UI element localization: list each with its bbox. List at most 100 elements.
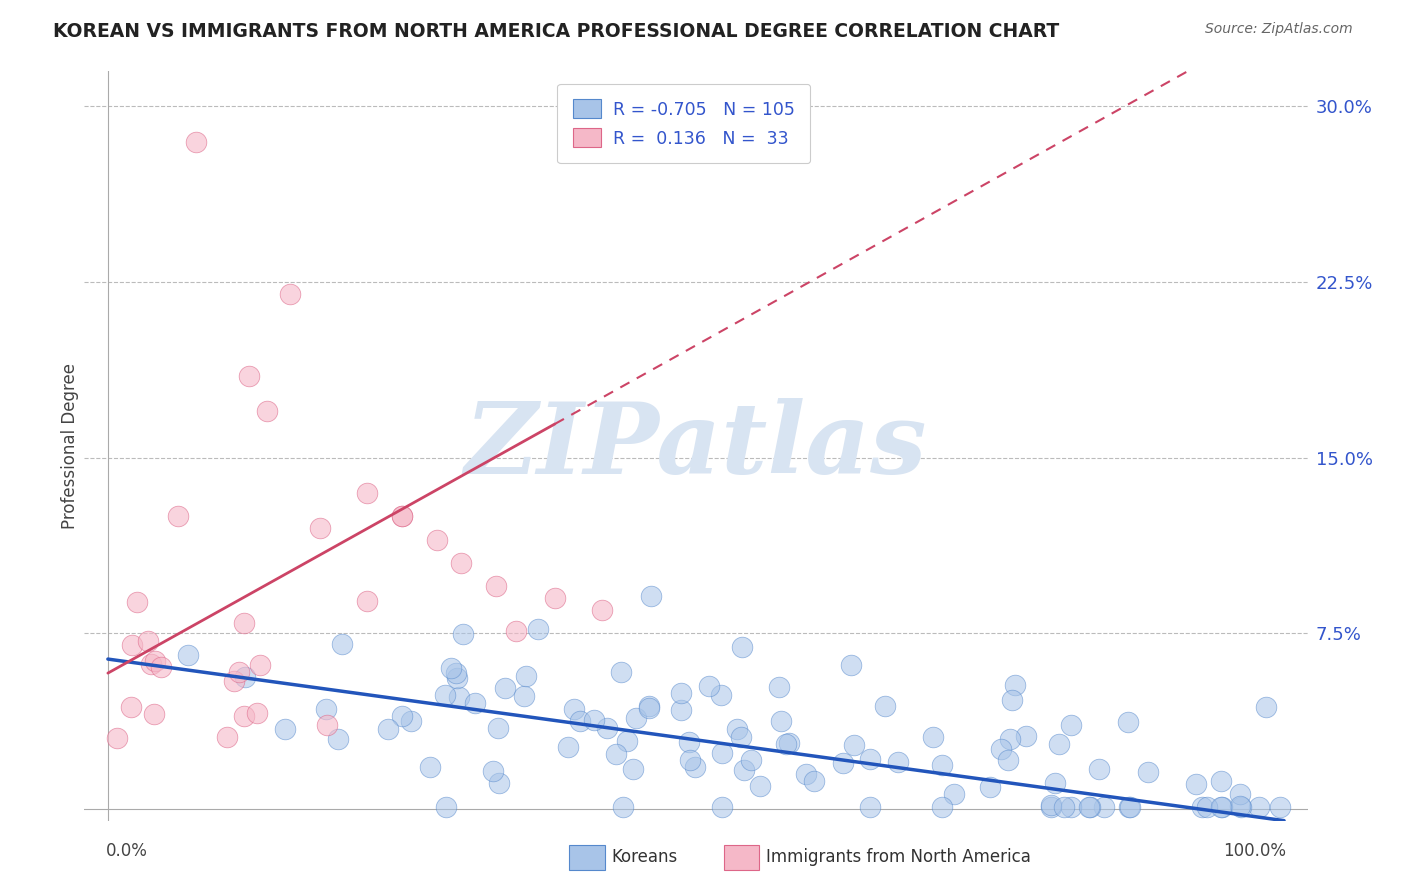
Point [621, 762, 644, 776]
Point [1039, 799, 1062, 814]
Point [450, 556, 472, 570]
Point [733, 764, 755, 778]
Point [1047, 737, 1070, 751]
Point [401, 714, 423, 728]
Point [418, 760, 440, 774]
Point [464, 696, 486, 710]
Point [249, 658, 271, 673]
Point [1209, 799, 1232, 814]
Point [1053, 799, 1076, 814]
Point [505, 624, 527, 638]
Point [557, 739, 579, 754]
Point [922, 731, 945, 745]
Point [803, 774, 825, 789]
Point [1092, 799, 1115, 814]
Point [222, 674, 245, 689]
Point [582, 713, 605, 727]
Point [624, 711, 647, 725]
Point [233, 616, 256, 631]
Point [640, 590, 662, 604]
Point [142, 706, 165, 721]
Text: KOREAN VS IMMIGRANTS FROM NORTH AMERICA PROFESSIONAL DEGREE CORRELATION CHART: KOREAN VS IMMIGRANTS FROM NORTH AMERICA … [53, 22, 1060, 41]
Point [595, 721, 617, 735]
Point [105, 731, 128, 746]
Point [356, 594, 378, 608]
Point [832, 756, 855, 771]
Point [326, 731, 349, 746]
Point [997, 753, 1019, 767]
Point [391, 509, 413, 524]
Point [671, 686, 693, 700]
Point [139, 657, 162, 672]
Point [768, 680, 790, 694]
Text: 0.0%: 0.0% [105, 842, 148, 860]
Y-axis label: Professional Degree: Professional Degree [62, 363, 80, 529]
Point [515, 669, 537, 683]
Point [527, 622, 550, 636]
Point [842, 739, 865, 753]
Point [488, 775, 510, 789]
Point [683, 759, 706, 773]
Point [1060, 717, 1083, 731]
Point [1040, 797, 1063, 812]
Point [858, 752, 880, 766]
Point [749, 779, 772, 793]
Point [332, 637, 354, 651]
Point [730, 730, 752, 744]
Point [451, 627, 474, 641]
Point [426, 533, 449, 547]
Point [1077, 799, 1099, 814]
Point [513, 690, 536, 704]
Point [591, 603, 613, 617]
Point [278, 286, 301, 301]
Point [446, 671, 468, 685]
Point [731, 640, 754, 654]
Point [356, 485, 378, 500]
Point [228, 665, 250, 679]
Point [217, 730, 239, 744]
Point [184, 135, 207, 149]
Point [233, 670, 256, 684]
Point [481, 764, 503, 778]
Point [740, 753, 762, 767]
Text: Source: ZipAtlas.com: Source: ZipAtlas.com [1205, 22, 1353, 37]
Point [315, 701, 337, 715]
Point [1116, 714, 1139, 729]
Point [434, 799, 457, 814]
Point [449, 690, 471, 705]
Text: Immigrants from North America: Immigrants from North America [766, 848, 1031, 866]
Point [446, 665, 468, 680]
Point [679, 753, 702, 767]
Point [138, 634, 160, 648]
Point [1078, 799, 1101, 814]
Point [1118, 799, 1140, 814]
Point [1247, 799, 1270, 814]
Point [1136, 765, 1159, 780]
Point [1229, 799, 1251, 814]
Point [770, 714, 793, 728]
Point [274, 723, 297, 737]
Point [794, 767, 817, 781]
Point [697, 679, 720, 693]
Point [1211, 773, 1233, 788]
Point [979, 780, 1001, 794]
Point [1185, 777, 1208, 791]
Point [1004, 678, 1026, 692]
Point [121, 638, 143, 652]
Point [943, 787, 966, 801]
Point [1270, 799, 1292, 814]
Point [711, 799, 734, 814]
Point [605, 747, 627, 761]
Point [931, 758, 953, 772]
Point [998, 732, 1021, 747]
Point [377, 722, 399, 736]
Point [143, 654, 166, 668]
Point [177, 648, 200, 662]
Point [678, 735, 700, 749]
Point [440, 661, 463, 675]
Point [391, 509, 413, 524]
Point [494, 681, 516, 695]
Point [1060, 799, 1083, 814]
Point [434, 688, 457, 702]
Point [316, 718, 339, 732]
